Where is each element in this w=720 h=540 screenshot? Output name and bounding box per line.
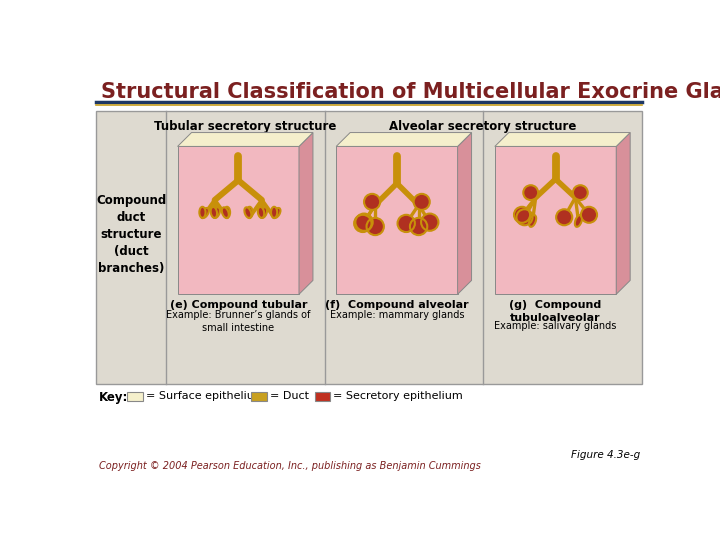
Ellipse shape: [260, 207, 267, 218]
Text: Copyright © 2004 Pearson Education, Inc., publishing as Benjamin Cummings: Copyright © 2004 Pearson Education, Inc.…: [99, 461, 481, 471]
Ellipse shape: [523, 185, 538, 200]
Ellipse shape: [273, 208, 281, 218]
Text: Figure 4.3e-g: Figure 4.3e-g: [571, 450, 640, 460]
Polygon shape: [336, 132, 472, 146]
Ellipse shape: [397, 215, 415, 232]
Ellipse shape: [410, 218, 427, 235]
Ellipse shape: [356, 213, 373, 231]
Text: (g)  Compound
tubuloalveolar: (g) Compound tubuloalveolar: [509, 300, 602, 323]
Ellipse shape: [246, 207, 253, 218]
Text: Compound
duct
structure
(duct
branches): Compound duct structure (duct branches): [96, 193, 166, 274]
Ellipse shape: [222, 207, 229, 218]
Polygon shape: [178, 132, 313, 146]
Text: Example: salivary glands: Example: salivary glands: [495, 321, 617, 331]
Bar: [336, 146, 458, 294]
Ellipse shape: [271, 207, 277, 218]
Text: (e) Compound tubular: (e) Compound tubular: [169, 300, 307, 310]
Ellipse shape: [514, 207, 530, 223]
Text: Tubular secretory structure: Tubular secretory structure: [154, 120, 336, 133]
Ellipse shape: [573, 185, 588, 200]
Ellipse shape: [581, 207, 597, 223]
Ellipse shape: [213, 207, 220, 218]
Text: (f)  Compound alveolar: (f) Compound alveolar: [325, 300, 469, 310]
Text: = Surface epithelium: = Surface epithelium: [145, 390, 264, 401]
Polygon shape: [495, 132, 630, 146]
Bar: [251, 392, 266, 401]
Text: Example: Brunner’s glands of
small intestine: Example: Brunner’s glands of small intes…: [166, 310, 310, 333]
Polygon shape: [616, 132, 630, 294]
Ellipse shape: [199, 207, 205, 218]
Ellipse shape: [421, 213, 438, 231]
Text: = Duct: = Duct: [270, 390, 309, 401]
Ellipse shape: [201, 208, 209, 218]
Ellipse shape: [366, 218, 384, 235]
Text: Key:: Key:: [99, 390, 129, 403]
Ellipse shape: [556, 210, 572, 225]
Polygon shape: [458, 132, 472, 294]
Ellipse shape: [364, 194, 380, 210]
Ellipse shape: [258, 207, 264, 218]
Text: Alveolar secretory structure: Alveolar secretory structure: [390, 120, 577, 133]
Text: Example: mammary glands: Example: mammary glands: [330, 310, 464, 320]
Bar: [178, 146, 299, 294]
Ellipse shape: [575, 215, 582, 227]
Bar: [96, 111, 642, 384]
Ellipse shape: [529, 215, 536, 227]
Polygon shape: [299, 132, 313, 294]
Bar: [127, 392, 143, 401]
Bar: [315, 392, 330, 401]
Ellipse shape: [244, 207, 251, 218]
Ellipse shape: [354, 215, 372, 232]
Ellipse shape: [211, 207, 217, 218]
Text: = Secretory epithelium: = Secretory epithelium: [333, 390, 463, 401]
Ellipse shape: [516, 210, 533, 225]
Ellipse shape: [224, 207, 230, 218]
Ellipse shape: [413, 194, 430, 210]
Bar: [495, 146, 616, 294]
Text: Structural Classification of Multicellular Exocrine Glands: Structural Classification of Multicellul…: [101, 82, 720, 102]
